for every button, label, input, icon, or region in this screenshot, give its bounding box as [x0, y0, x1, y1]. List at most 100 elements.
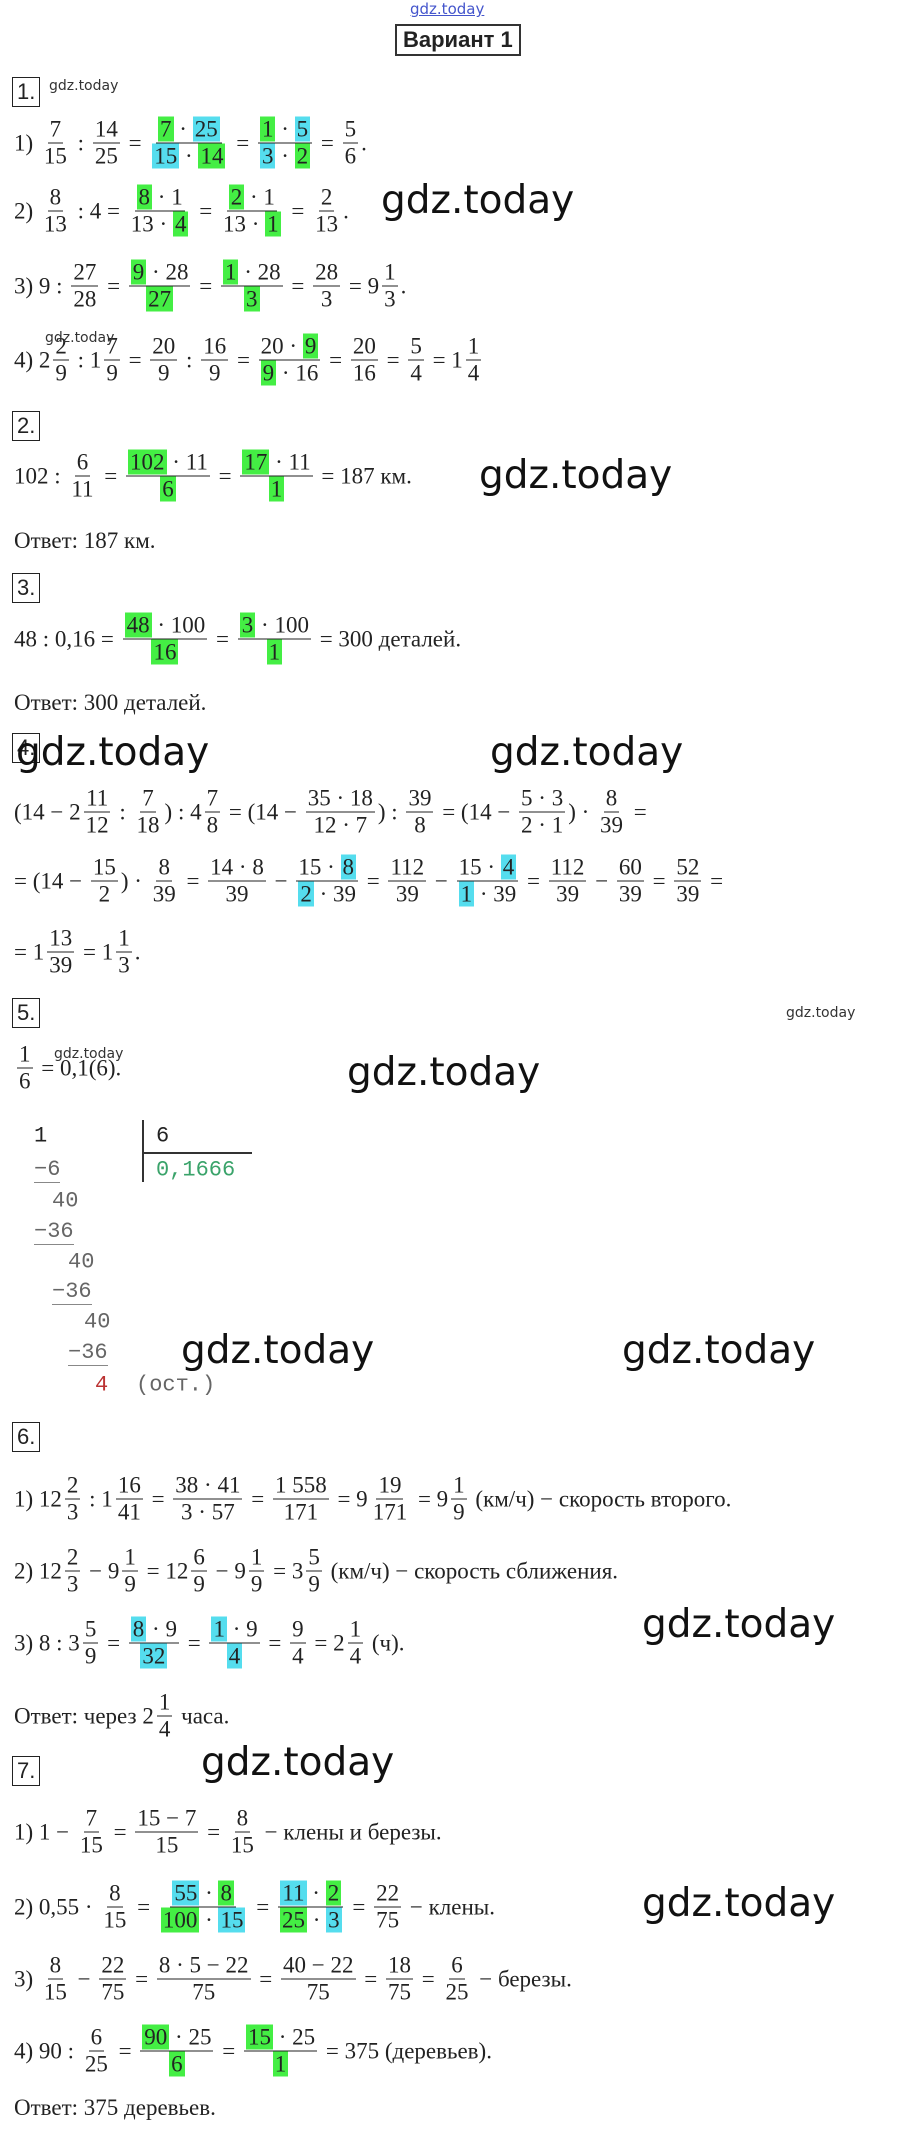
text: 1 [349, 1616, 362, 1642]
text: · 100 [255, 612, 309, 638]
highlight: 90 [142, 2024, 170, 2050]
denominator: 15 [101, 1908, 128, 1934]
text: = [323, 347, 348, 372]
highlight: 9 [302, 333, 319, 359]
text: 5 · 3 [521, 785, 564, 811]
text: 2) 12 [14, 1558, 62, 1583]
highlight: 1 [266, 639, 283, 665]
text: : 1 [83, 1486, 113, 1511]
fraction: 11 12 [84, 786, 111, 839]
highlight: 3 [244, 286, 260, 312]
fraction: 1 · 28 3 [220, 259, 283, 313]
text: 9 [292, 1616, 304, 1642]
text: ) : [377, 799, 404, 824]
denominator: 16 [351, 361, 378, 387]
numerator: 2 [53, 334, 69, 361]
text: : [180, 347, 199, 372]
text: 3) [14, 1966, 39, 1991]
task-number: 1. [12, 77, 41, 107]
division-cell: 40 [68, 1249, 95, 1275]
denominator: 75 [374, 1908, 401, 1934]
text: = [521, 868, 546, 893]
text: = [230, 130, 255, 155]
text: = [346, 1894, 372, 1919]
fraction: 38 · 41 3 · 57 [173, 1473, 243, 1526]
text: ) · [568, 799, 596, 824]
numerator: 60 [616, 855, 644, 882]
text: 171 [283, 1499, 319, 1525]
fraction: 39 8 [406, 786, 434, 839]
numerator: 22 [374, 1881, 402, 1908]
text: 5 [84, 1616, 97, 1642]
text: · 9 [146, 1616, 177, 1642]
text: 13 · [222, 211, 266, 237]
text: 2 [320, 184, 333, 210]
text: 9 [250, 1571, 263, 1597]
text: 9 [84, 1643, 97, 1669]
denominator: 6 [158, 476, 178, 503]
numerator: 15 − 7 [135, 1806, 199, 1833]
fraction: 15 2 [90, 855, 118, 908]
highlight: 8 [130, 1616, 147, 1642]
highlight: 25 [192, 116, 220, 142]
fraction: 20 16 [350, 334, 378, 387]
numerator: 38 · 41 [173, 1473, 243, 1500]
text: 6 [90, 2024, 103, 2050]
math-line: Ответ: 375 деревьев. [14, 2095, 216, 2121]
numerator: 15 [90, 855, 118, 882]
text: − клены и березы. [258, 1819, 442, 1844]
division-cell: −36 [68, 1340, 108, 1366]
text: 3 · 57 [181, 1499, 235, 1525]
denominator: 75 [386, 1980, 413, 2006]
highlight: 4 [172, 211, 189, 237]
text: 6 [451, 1952, 463, 1978]
numerator: 7 [104, 334, 120, 361]
fraction: 9 · 28 27 [128, 259, 191, 313]
numerator: 1 [156, 1690, 173, 1717]
math-line: 1) 1 − 7 15 = 15 − 7 15 = 8 15 − клены и бе… [14, 1806, 442, 1859]
numerator: 9 [290, 1617, 306, 1644]
highlight: 1 [272, 2051, 289, 2077]
numerator: 1 [382, 260, 398, 287]
text: = [250, 1894, 275, 1919]
text: 1 [453, 1472, 465, 1498]
text: Ответ: 300 деталей. [14, 690, 207, 715]
text: 1 [384, 259, 396, 285]
task-number: 2. [12, 411, 41, 441]
denominator: 3 [116, 953, 132, 979]
denominator: 2 [97, 882, 113, 908]
numerator: 6 [74, 450, 91, 477]
numerator: 112 [548, 855, 587, 882]
numerator: 48 · 100 [122, 612, 208, 640]
text: 3 [320, 286, 333, 312]
text: 1) 1 − [14, 1819, 75, 1844]
text: 13 [43, 211, 67, 237]
fraction: 27 28 [71, 260, 99, 313]
denominator: 9 [191, 1572, 207, 1598]
denominator: 39 [151, 882, 178, 908]
text: = [212, 463, 238, 488]
text: 6 [344, 143, 357, 169]
math-line: Ответ: 300 деталей. [14, 690, 206, 716]
fraction: 1 558 171 [272, 1473, 329, 1526]
text: 3 [66, 1571, 79, 1597]
highlight: 102 [128, 449, 167, 475]
denominator: 75 [305, 1980, 332, 2006]
text: − березы. [473, 1966, 572, 1991]
numerator: 5 [306, 1545, 322, 1572]
denominator: 9 · 16 [259, 360, 321, 387]
text: 28 [73, 286, 97, 312]
highlight: 9 [130, 259, 147, 285]
fraction: 35 · 18 12 · 7 [305, 786, 375, 839]
text: 39 [152, 881, 176, 907]
text: 3) 9 : [14, 273, 69, 298]
denominator: 25 [83, 2052, 110, 2078]
text: = [122, 130, 148, 155]
fraction: 15 · 25 1 [243, 2024, 318, 2078]
denominator: 3 · 2 [258, 143, 312, 170]
